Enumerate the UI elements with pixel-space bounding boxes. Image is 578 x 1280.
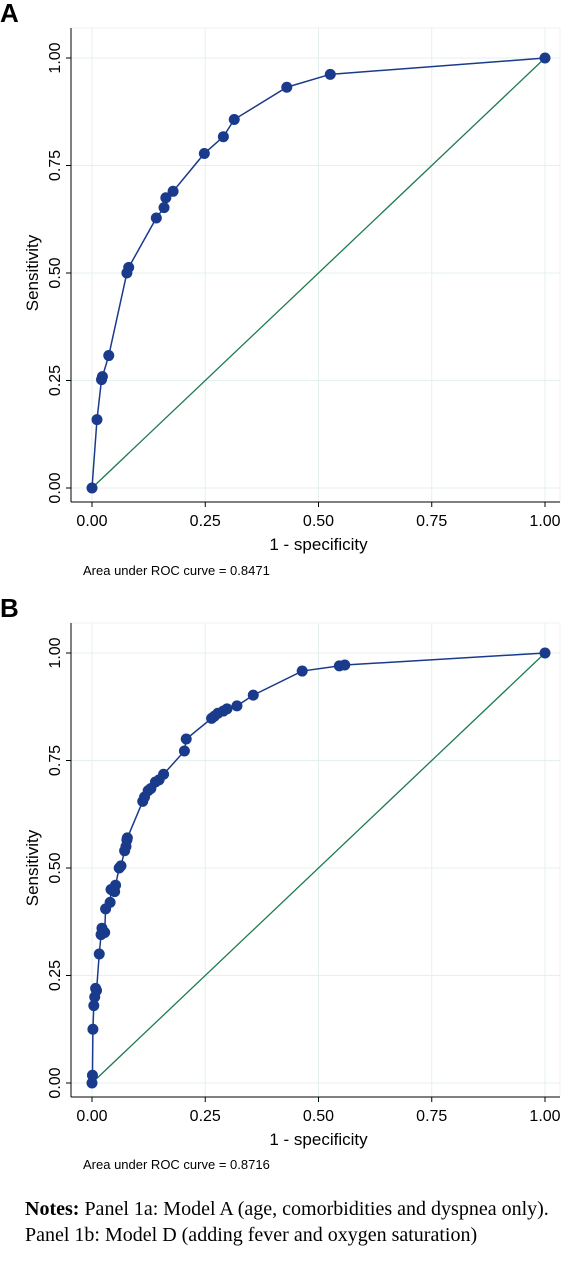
roc-point: [123, 261, 135, 273]
panel-label: B: [0, 593, 19, 623]
notes-label: Notes:: [25, 1198, 80, 1220]
x-axis-title: 1 - specificity: [269, 1130, 368, 1149]
roc-point: [296, 665, 308, 677]
x-tick-label: 0.75: [416, 513, 447, 530]
roc-point: [103, 350, 115, 362]
y-tick-label: 0.25: [47, 365, 64, 396]
roc-point: [115, 860, 127, 872]
y-tick-label: 0.75: [47, 745, 64, 776]
roc-point: [110, 879, 122, 891]
panel-label: A: [0, 0, 19, 28]
plot-area: [70, 27, 561, 503]
x-tick-label: 0.00: [76, 513, 107, 530]
roc-point: [91, 414, 103, 426]
roc-point: [539, 647, 551, 659]
x-tick-label: 1.00: [529, 513, 560, 530]
roc-point: [88, 1000, 100, 1012]
roc-chart-b: 0.00 0.25 0.50 0.75 1.00 0.00 0.25 0.50 0.75 1.00…: [23, 622, 561, 1149]
x-tick-label: 0.25: [190, 513, 221, 530]
y-tick-label: 0.00: [47, 472, 64, 503]
roc-point: [217, 131, 229, 143]
roc-point: [167, 185, 179, 197]
roc-point: [99, 927, 111, 938]
notes-text: Panel 1a: Model A (age, comorbidities an…: [25, 1198, 549, 1246]
x-axis-title: 1 - specificity: [269, 535, 368, 554]
roc-point: [247, 689, 259, 701]
roc-point: [539, 52, 551, 64]
roc-panel-a: A 0.00 0.25 0.50 0.75 1.00 0.00 0.25 0.50 0.75 1.…: [0, 0, 578, 590]
roc-point: [231, 700, 243, 712]
roc-point: [180, 733, 192, 745]
roc-point: [87, 1023, 99, 1035]
y-axis-title: Sensitivity: [23, 234, 42, 311]
reference-line: [91, 57, 546, 489]
roc-point: [198, 147, 210, 159]
roc-point: [121, 832, 133, 844]
roc-point: [339, 659, 351, 671]
x-tick-label: 0.75: [416, 1108, 447, 1125]
roc-point: [324, 68, 336, 80]
roc-point: [160, 192, 172, 204]
roc-point: [158, 768, 170, 780]
y-tick-label: 0.00: [47, 1067, 64, 1098]
y-tick-label: 1.00: [47, 637, 64, 668]
x-tick-label: 0.50: [303, 1108, 334, 1125]
roc-point: [281, 81, 293, 93]
roc-point: [86, 482, 98, 494]
roc-point: [150, 212, 162, 224]
y-axis-title: Sensitivity: [23, 829, 42, 906]
roc-point: [221, 703, 233, 715]
figure-notes: Notes: Panel 1a: Model A (age, comorbidi…: [25, 1196, 565, 1248]
y-tick-label: 0.75: [47, 150, 64, 181]
x-tick-label: 0.25: [190, 1108, 221, 1125]
roc-point: [104, 896, 116, 908]
roc-point: [228, 113, 240, 125]
y-tick-label: 1.00: [47, 42, 64, 73]
y-tick-label: 0.50: [47, 852, 64, 883]
reference-line: [91, 652, 546, 1084]
roc-point: [91, 985, 103, 997]
roc-point: [86, 1069, 98, 1081]
roc-point: [96, 371, 108, 383]
x-tick-label: 0.50: [303, 513, 334, 530]
roc-panel-b: B 0.00 0.25 0.50 0.75 1.00 0.00 0.25 0.50 0.75 1.…: [0, 595, 578, 1185]
x-tick-label: 0.00: [76, 1108, 107, 1125]
auc-label: Area under ROC curve = 0.8716: [83, 1157, 270, 1172]
plot-area: [70, 622, 561, 1098]
roc-point: [178, 745, 190, 757]
x-tick-label: 1.00: [529, 1108, 560, 1125]
roc-point: [158, 202, 170, 214]
roc-chart-a: 0.00 0.25 0.50 0.75 1.00 0.00 0.25 0.50 0.75 1.00…: [23, 27, 561, 554]
auc-label: Area under ROC curve = 0.8471: [83, 563, 270, 578]
y-tick-label: 0.50: [47, 257, 64, 288]
y-tick-label: 0.25: [47, 960, 64, 991]
roc-point: [93, 948, 105, 960]
